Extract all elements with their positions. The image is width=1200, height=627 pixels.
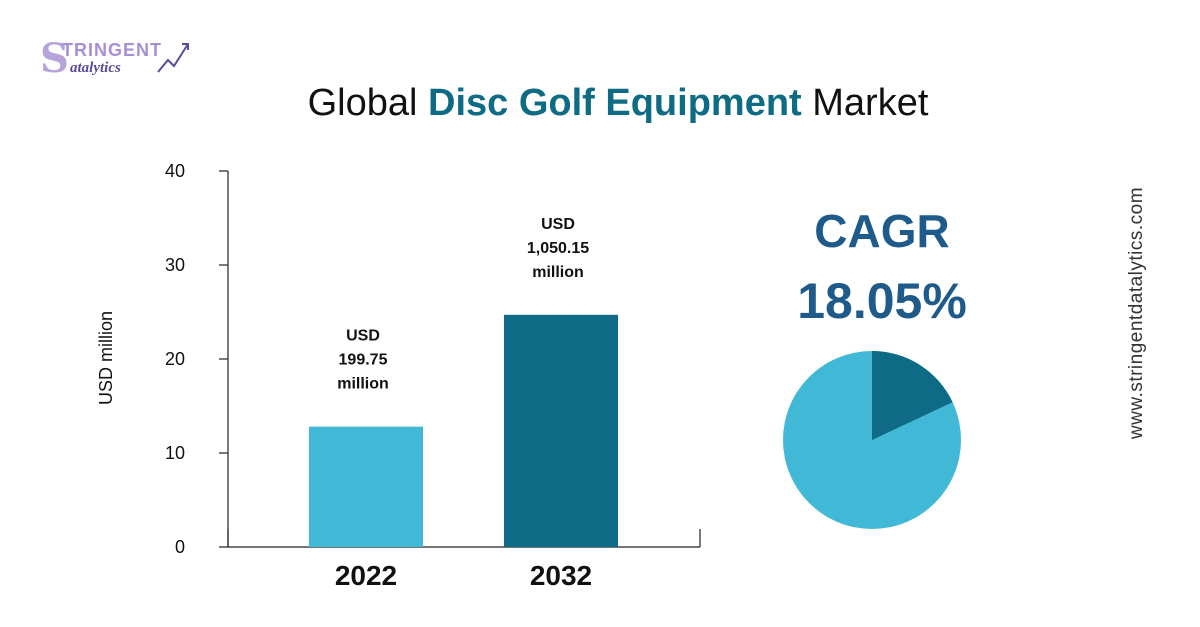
logo-line1: TRINGENT [62,40,162,60]
bar-data-label: USD [541,216,575,233]
bar-data-label: USD [346,328,380,345]
cagr-label: CAGR [814,205,950,257]
title-prefix: Global [307,82,428,124]
y-tick-label: 0 [175,537,185,557]
y-tick-label: 30 [165,255,185,275]
title-suffix: Market [801,82,929,124]
company-logo: S TRINGENT atalytics [40,36,200,86]
y-axis-label: USD million [96,311,116,405]
bar-data-label: million [532,264,584,281]
x-category-label: 2032 [530,560,592,591]
title-highlight: Disc Golf Equipment [428,82,802,124]
logo-chart-mark-icon [157,43,189,73]
pie-chart [783,351,961,529]
x-category-label: 2022 [335,560,397,591]
bar-2032 [504,314,618,547]
y-tick-label: 40 [165,161,185,181]
bar-data-label: million [337,376,389,393]
pie-slice-minor [872,351,953,440]
website-url: www.stringentdatalytics.com [1126,186,1147,440]
bar-2022 [309,426,423,547]
logo-initial: S [40,35,69,82]
cagr-value: 18.05% [797,273,967,329]
y-tick-label: 20 [165,349,185,369]
page-title: Global Disc Golf Equipment Market [0,82,1200,125]
bar-data-label: 1,050.15 [527,240,589,257]
bar-data-label: 199.75 [339,352,388,369]
logo-line2: atalytics [70,60,121,76]
y-tick-label: 10 [165,443,185,463]
